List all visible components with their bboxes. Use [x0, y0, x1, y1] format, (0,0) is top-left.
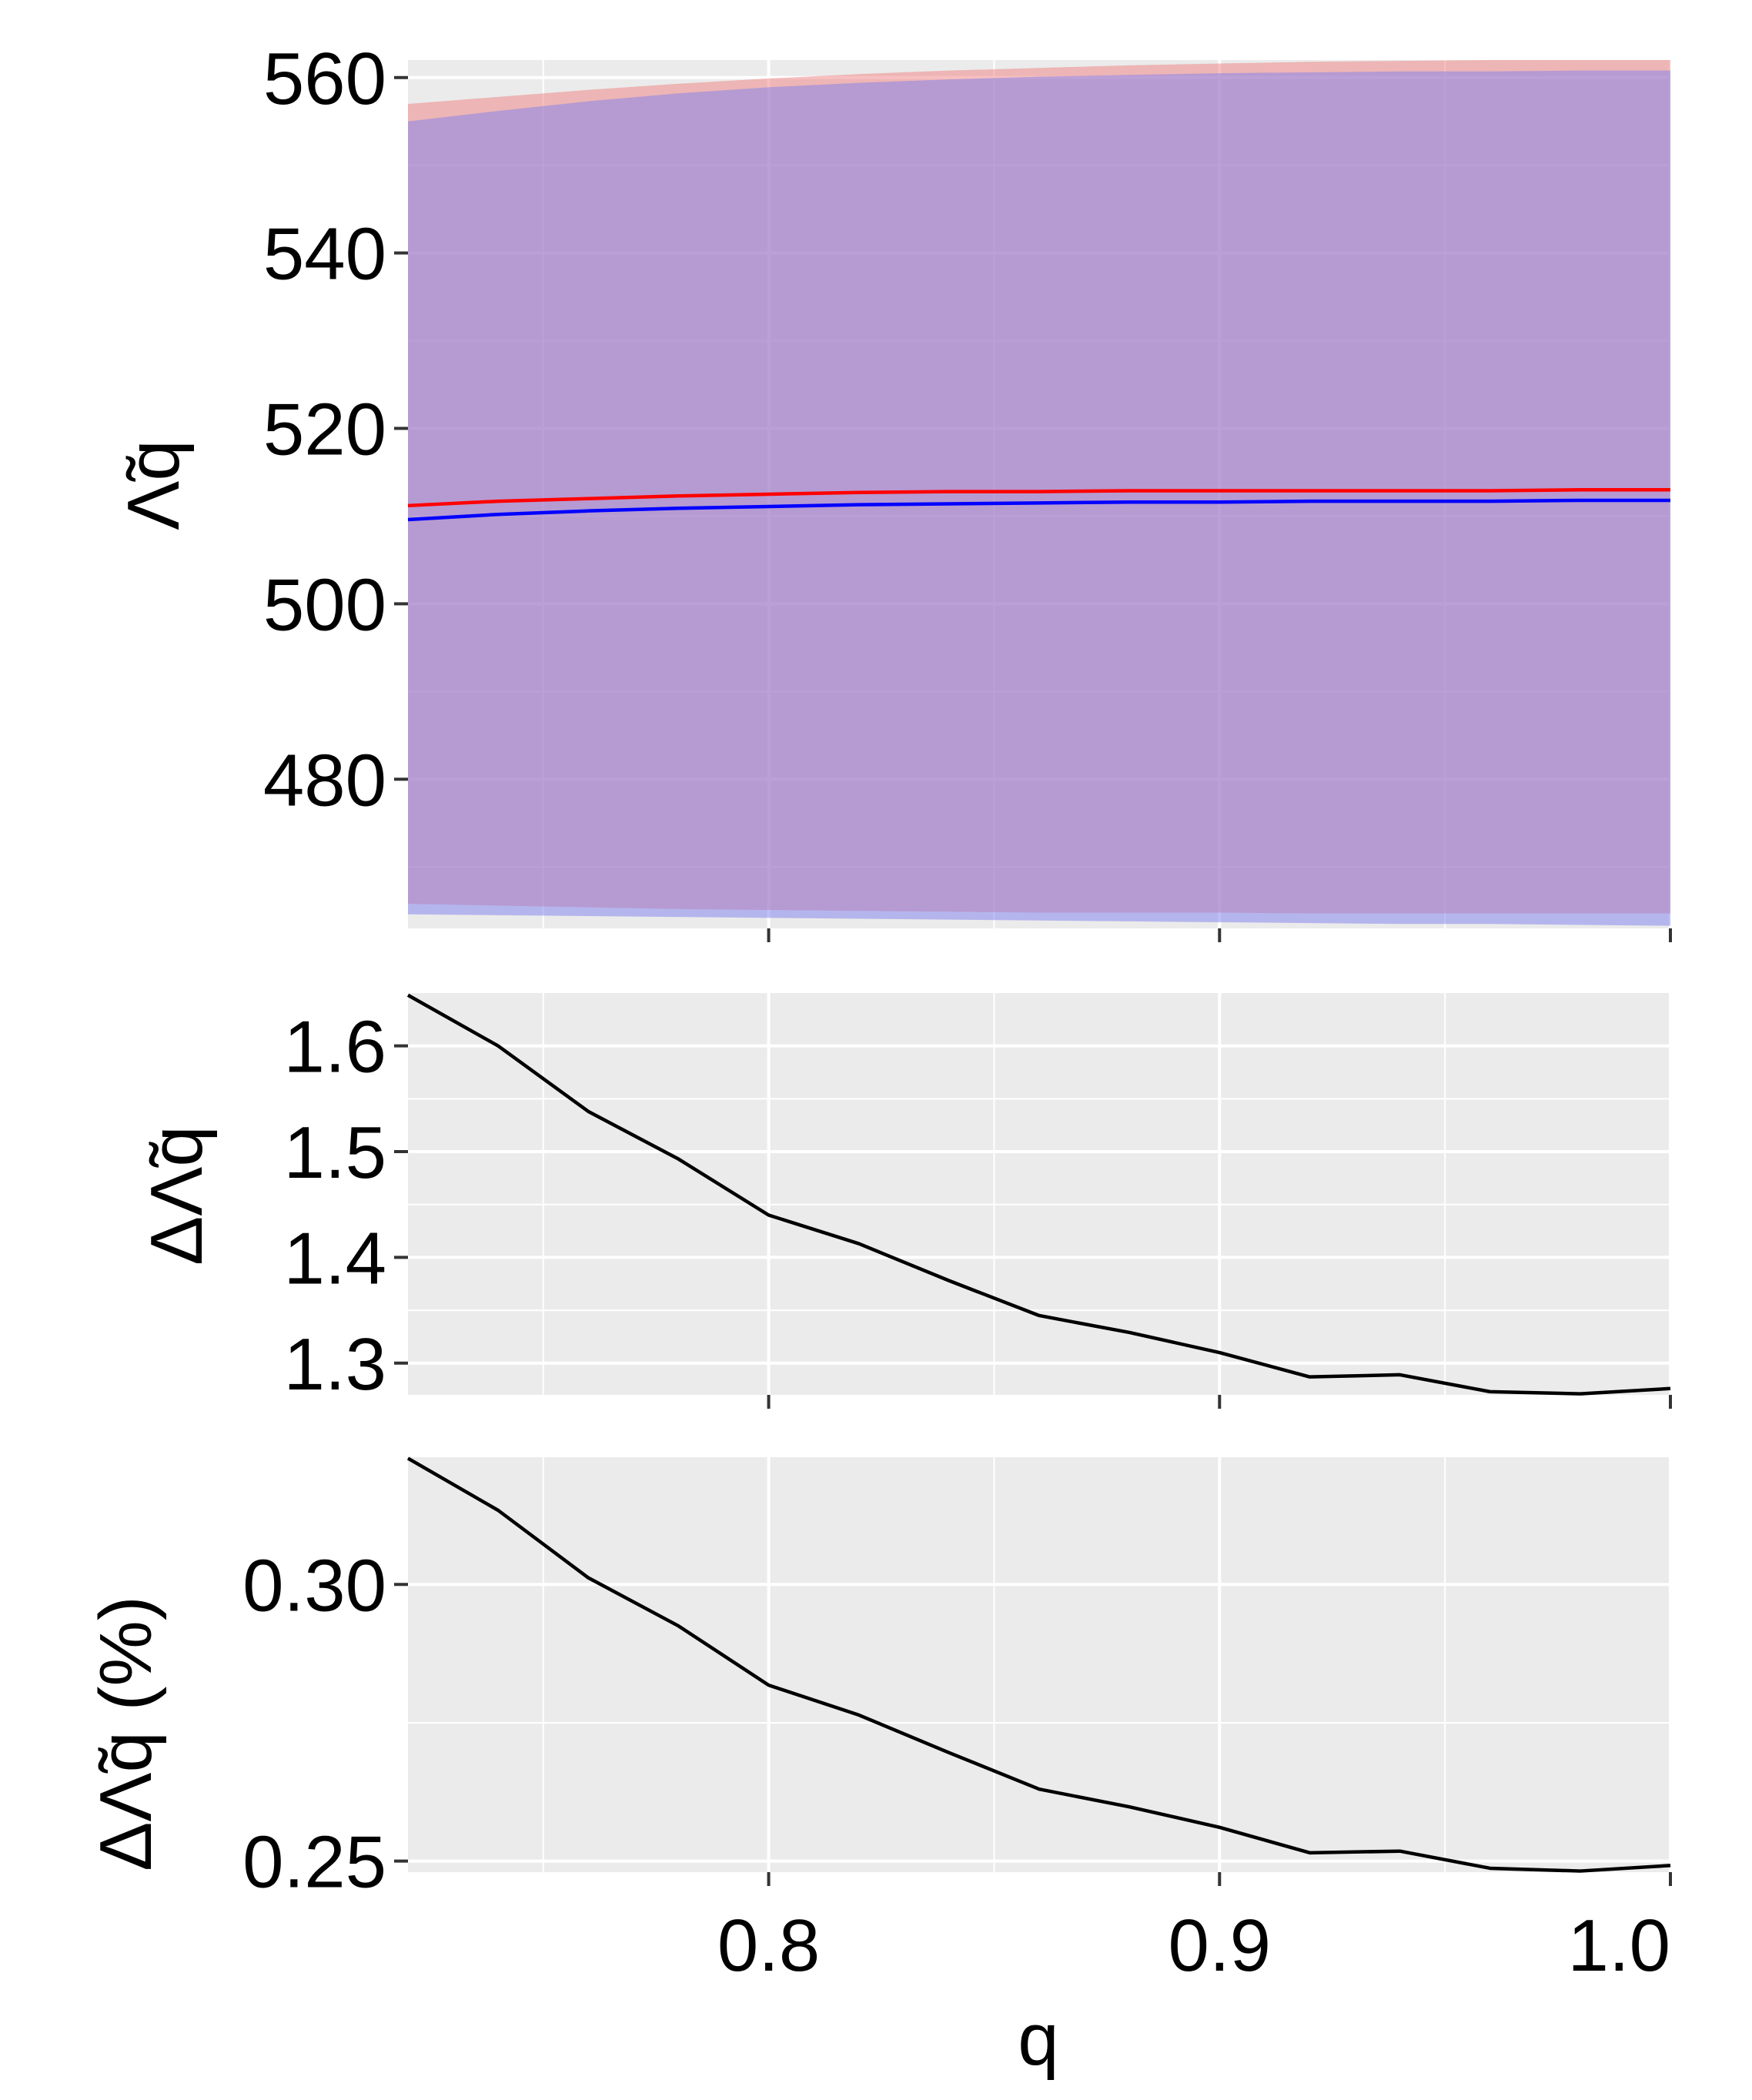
top-y-tick-label: 480	[263, 739, 386, 821]
bottom-y-axis-title: ΔΛ̃q (%)	[85, 1596, 167, 1871]
top-y-axis-title: Λ̃q	[112, 440, 195, 530]
top-y-tick-label: 540	[263, 213, 386, 296]
panel-bottom: 0.25 0.30 0.8 0.9 1.0	[242, 1456, 1672, 1987]
panel-top: 480 500 520 540 560	[263, 38, 1672, 942]
x-axis-title: q	[1018, 1998, 1058, 2081]
x-tick-label: 0.8	[717, 1904, 820, 1987]
bottom-panel-background	[408, 1457, 1670, 1872]
middle-y-tick-label: 1.5	[284, 1112, 386, 1194]
x-tick-label: 1.0	[1568, 1904, 1670, 1987]
top-series-line-blue	[407, 498, 1670, 522]
top-band-blue	[408, 70, 1670, 926]
x-tick-label: 0.9	[1169, 1904, 1271, 1987]
top-y-tick-label: 560	[263, 38, 386, 120]
middle-panel-background	[408, 993, 1670, 1395]
middle-series-line-black	[406, 993, 1671, 1396]
top-y-tick-label: 500	[263, 563, 386, 646]
top-series-line-red	[407, 488, 1670, 508]
bottom-y-tick-label: 0.25	[242, 1821, 386, 1904]
middle-y-tick-label: 1.3	[284, 1323, 386, 1406]
top-y-tick-label: 520	[263, 389, 386, 471]
middle-y-tick-label: 1.4	[284, 1217, 386, 1299]
bottom-y-tick-label: 0.30	[242, 1544, 386, 1627]
middle-y-axis-title: ΔΛ̃q	[135, 1125, 218, 1266]
middle-y-tick-label: 1.6	[284, 1006, 386, 1088]
bottom-series-line-black	[406, 1456, 1671, 1873]
panel-middle: 1.3 1.4 1.5 1.6	[284, 993, 1672, 1409]
